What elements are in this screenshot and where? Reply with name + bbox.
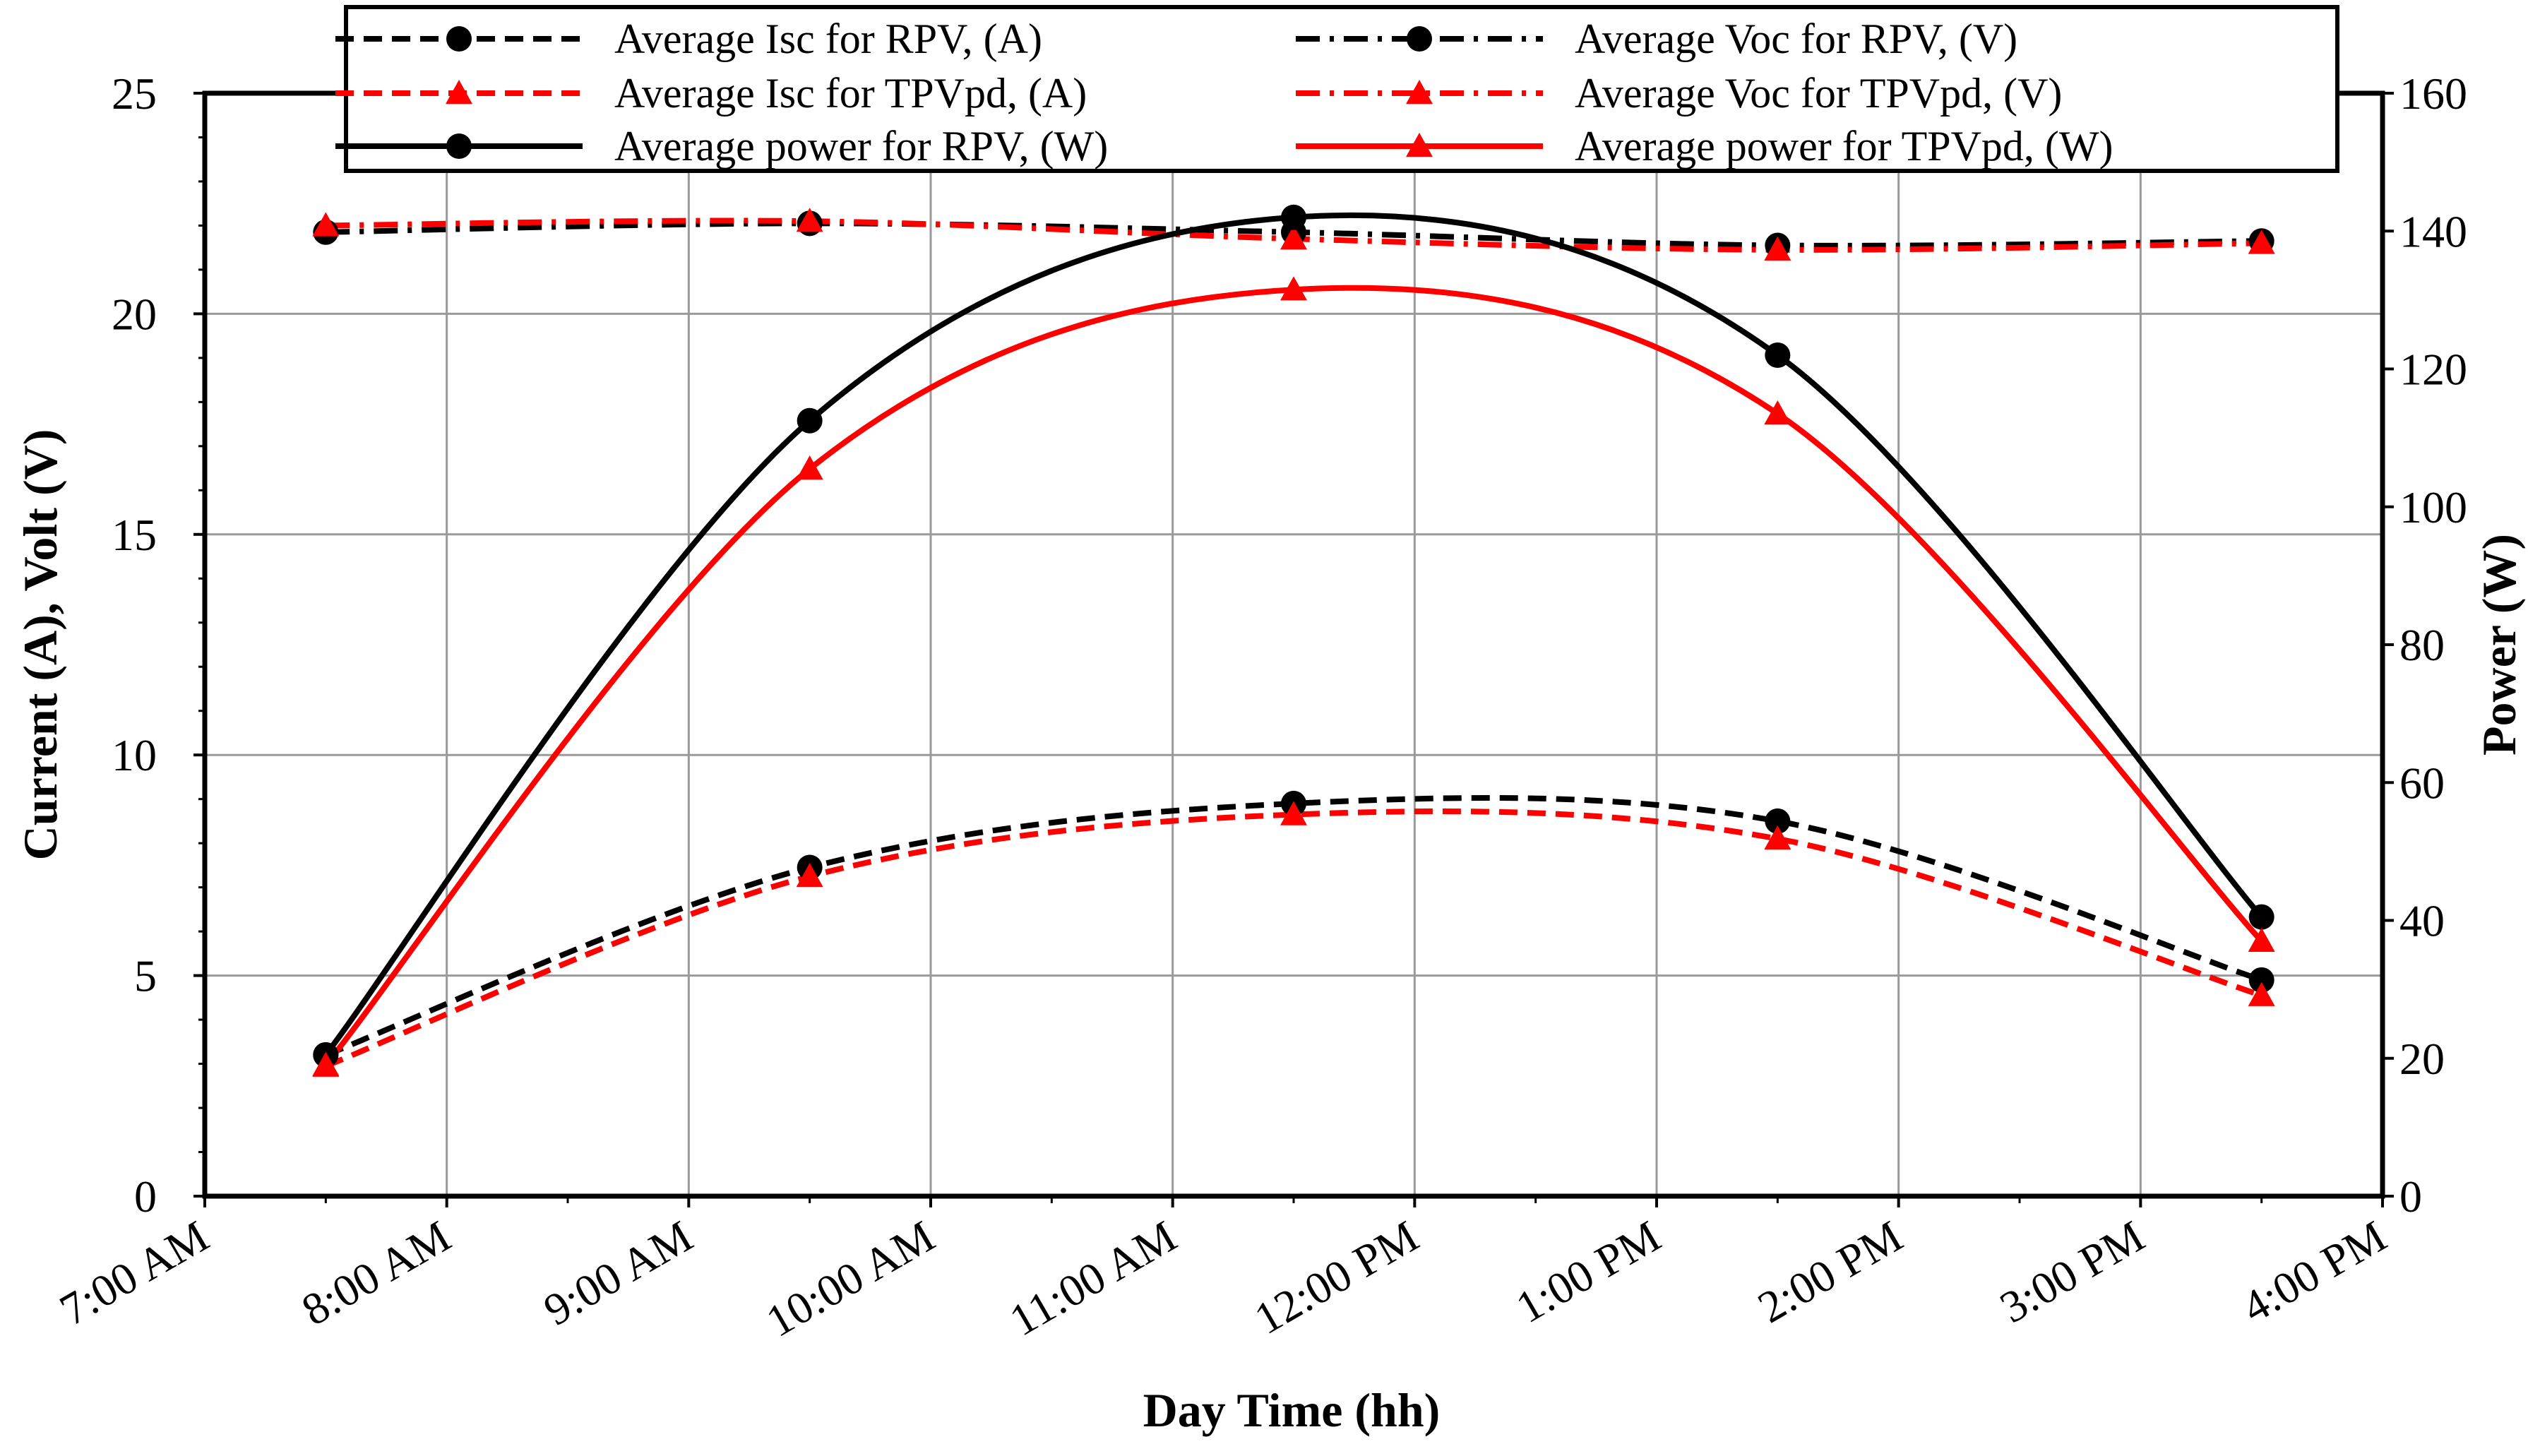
series-line-1 [324,795,2262,1058]
data-point-series-6 [312,1051,340,1076]
data-point-series-6 [1764,400,1791,425]
legend-label-2: Average Voc for RPV, (V) [1575,16,2017,62]
y-left-tick-label: 25 [112,68,157,119]
y-right-tick-label: 60 [2399,758,2445,808]
series-markers [312,204,2275,1077]
y-right-tick-label: 80 [2399,620,2445,670]
data-point-series-4 [312,212,340,237]
y-axis-left-title: Current (A), Volt (V) [13,429,67,861]
legend-marker-1 [446,26,472,52]
legend-marker-2 [1407,26,1432,52]
legend-marker-5 [446,133,472,159]
legend: Average Isc for RPV, (A) Average Voc for … [335,5,2339,173]
y-right-tick-label: 160 [2399,68,2467,119]
data-point-series-5 [797,407,823,434]
y-right-tick-label: 40 [2399,896,2445,946]
data-point-series-4 [2248,229,2275,254]
data-point-series-5 [2248,904,2274,930]
legend-label-3: Average Isc for TPVpd, (A) [614,70,1087,117]
grid-lines [205,93,2383,1196]
legend-marker-4 [1406,80,1433,105]
y-right-tick-label: 20 [2399,1034,2445,1084]
legend-label-1: Average Isc for RPV, (A) [614,16,1042,62]
data-point-series-3 [796,863,823,888]
y-left-tick-label: 5 [134,951,157,1001]
data-point-series-6 [796,455,823,480]
y-right-tick-label: 140 [2399,206,2467,256]
legend-label-5: Average power for RPV, (W) [614,123,1108,169]
y-left-tick-label: 0 [134,1171,157,1222]
x-axis-title: Day Time (hh) [1143,1383,1441,1437]
data-point-series-4 [1280,225,1307,250]
data-point-series-3 [1764,825,1791,850]
data-point-series-4 [796,208,823,232]
legend-label-4: Average Voc for TPVpd, (V) [1575,70,2062,117]
data-point-series-4 [1764,236,1791,261]
data-point-series-3 [1280,801,1307,825]
y-axis-right-title: Power (W) [2472,534,2526,756]
legend-marker-6 [1406,133,1433,157]
data-point-series-6 [2248,927,2275,952]
y-left-tick-label: 15 [112,510,157,560]
y-left-tick-label: 20 [112,289,157,339]
data-point-series-1 [1765,808,1791,834]
data-point-series-5 [1765,342,1791,368]
y-right-tick-label: 120 [2399,345,2467,395]
legend-marker-3 [446,80,472,105]
legend-label-6: Average power for TPVpd, (W) [1575,123,2113,169]
data-point-series-5 [1281,204,1306,230]
series-line-3 [324,808,2262,1069]
data-point-series-1 [2248,967,2274,993]
y-right-tick-label: 0 [2399,1171,2422,1222]
data-point-series-6 [1280,276,1307,301]
data-point-series-3 [2248,981,2275,1006]
y-right-tick-label: 100 [2399,482,2467,532]
y-left-tick-label: 10 [112,730,157,780]
